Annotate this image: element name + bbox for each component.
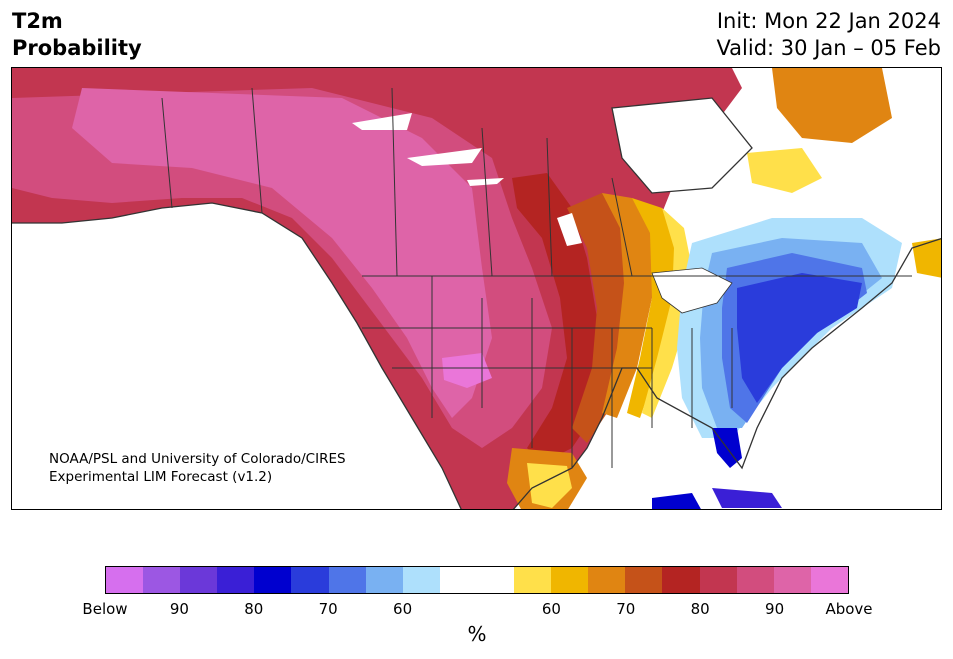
colorbar-segment	[328, 567, 366, 593]
colorbar-segment	[291, 567, 329, 593]
great-lakes	[651, 267, 733, 314]
cuba-below	[652, 493, 701, 509]
colorbar-segment	[699, 567, 737, 593]
colorbar-tick-label: 70	[318, 600, 338, 618]
colorbar-segment	[143, 567, 181, 593]
colorbar-tick-label: Below	[82, 600, 128, 618]
colorbar-segment	[514, 567, 552, 593]
above-max-patch	[442, 353, 492, 388]
newfoundland-above-patch	[912, 238, 941, 278]
hudson-bay	[612, 98, 752, 193]
above-80-band	[512, 173, 602, 463]
map-title: T2m Probability	[12, 8, 142, 62]
colorbar-segment	[625, 567, 663, 593]
colorbar-segment	[810, 567, 848, 593]
colorbar-segment	[773, 567, 811, 593]
colorbar-segment	[551, 567, 589, 593]
below-80-band	[737, 273, 862, 403]
coastlines	[12, 97, 941, 509]
credit-text: NOAA/PSL and University of Colorado/CIRE…	[49, 450, 346, 486]
colorbar-segment	[439, 567, 477, 593]
colorbar-tick-label: 60	[393, 600, 413, 618]
arctic-above-patch	[772, 68, 892, 143]
colorbar-segment	[402, 567, 440, 593]
above-70-band-2	[602, 193, 652, 418]
colorbar-tick-label: 70	[616, 600, 636, 618]
above-50-band	[642, 208, 692, 418]
state-borders	[161, 87, 912, 468]
colorbar-tick-label: 90	[169, 600, 189, 618]
hispaniola-below	[712, 488, 782, 508]
great-bear-lake	[352, 113, 412, 130]
credit-line-1: NOAA/PSL and University of Colorado/CIRE…	[49, 451, 346, 467]
forecast-map	[11, 67, 942, 510]
colorbar-segment	[180, 567, 218, 593]
title-type: Probability	[12, 36, 142, 60]
colorbar-tick-label: 80	[690, 600, 710, 618]
colorbar-segment	[106, 567, 144, 593]
map-svg	[12, 68, 941, 509]
colorbar-segment	[254, 567, 292, 593]
colorbar-tick-label: 80	[244, 600, 264, 618]
above-60-band	[627, 198, 677, 418]
colorbar-segment	[588, 567, 626, 593]
colorbar-tick-label: 90	[765, 600, 785, 618]
colorbar-segment	[217, 567, 255, 593]
colorbar-segment	[736, 567, 774, 593]
great-slave-lake	[407, 148, 482, 166]
title-variable: T2m	[12, 9, 63, 33]
colorbar-tick-label: 60	[541, 600, 561, 618]
forecast-dates: Init: Mon 22 Jan 2024 Valid: 30 Jan – 05…	[716, 8, 941, 62]
credit-line-2: Experimental LIM Forecast (v1.2)	[49, 469, 273, 485]
above-region-inner	[72, 88, 492, 418]
colorbar	[105, 566, 849, 594]
labrador-above-patch	[747, 148, 822, 193]
lake-winnipeg	[557, 213, 582, 246]
colorbar-unit: %	[467, 622, 487, 646]
colorbar-segment	[476, 567, 515, 593]
colorbar-segment	[365, 567, 403, 593]
valid-range: Valid: 30 Jan – 05 Feb	[716, 36, 941, 60]
colorbar-segment	[662, 567, 700, 593]
init-date: Init: Mon 22 Jan 2024	[716, 9, 941, 33]
colorbar-tick-label: Above	[825, 600, 873, 618]
